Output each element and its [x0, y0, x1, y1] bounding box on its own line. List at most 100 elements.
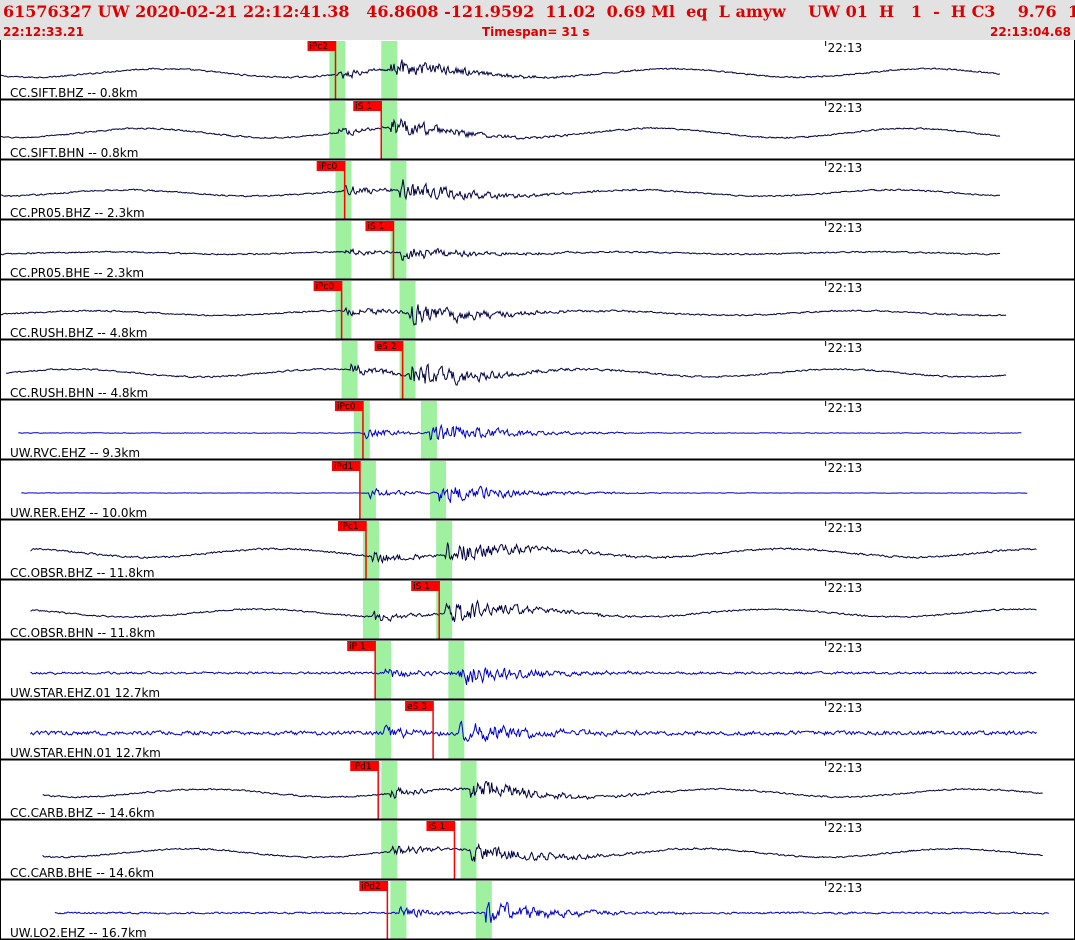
waveform [54, 901, 1050, 923]
trace-panel: iPc0 22:13 UW.RVC.EHZ -- 9.3km [0, 401, 1075, 461]
p-window [362, 581, 379, 640]
waveform [0, 247, 1001, 262]
time-tick-label: 22:13 [828, 281, 863, 295]
time-tick-label: 22:13 [828, 221, 863, 235]
seismogram-chart: iPc2 22:13 CC.SIFT.BHZ -- 0.8km iS 1 22:13 CC… [0, 40, 1075, 940]
waveform [0, 59, 1001, 80]
pick-flag [411, 581, 440, 591]
waveform [0, 179, 1000, 201]
p-window [353, 401, 370, 460]
waveform [30, 599, 1037, 623]
time-tick-label: 22:13 [828, 461, 863, 475]
pick-flag [350, 761, 379, 771]
pick-label: iPc1 [340, 522, 359, 532]
station-label: CC.PR05.BHE -- 2.3km [10, 266, 144, 280]
event-header: 61576327 UW 2020-02-21 22:12:41.38 46.86… [0, 0, 1075, 40]
pick-label: iS 1 [367, 222, 384, 232]
s-window [381, 41, 398, 100]
pick-label: iPc0 [337, 402, 356, 412]
start-time: 22:12:33.21 [3, 25, 84, 39]
p-window [359, 461, 376, 520]
s-window [475, 881, 492, 940]
pick-flag [338, 521, 366, 531]
pick-label: iS 1 [428, 822, 445, 832]
waveform [18, 423, 1022, 441]
pick-label: iPd1 [334, 462, 353, 472]
s-window [399, 341, 416, 400]
station-label: UW.STAR.EHN.01 12.7km [10, 746, 161, 760]
station-label: CC.OBSR.BHN -- 11.8km [10, 626, 155, 640]
p-window [341, 341, 358, 400]
trace-panel: eS 2 22:13 CC.RUSH.BHN -- 4.8km [0, 341, 1075, 401]
pick-flag [365, 221, 394, 231]
pick-label: iPd1 [352, 762, 371, 772]
pick-label: iPc2 [310, 42, 329, 52]
time-tick-label: 22:13 [828, 401, 863, 415]
trace-panel: iPd2 22:13 UW.LO2.EHZ -- 16.7km [0, 881, 1075, 940]
station-label: CC.SIFT.BHZ -- 0.8km [10, 86, 138, 100]
waveform [42, 842, 1043, 862]
waveform [30, 667, 1037, 685]
trace-panel: iPd1 22:13 CC.CARB.BHZ -- 14.6km [0, 761, 1075, 821]
station-label: CC.SIFT.BHN -- 0.8km [10, 146, 138, 160]
time-tick-label: 22:13 [828, 101, 863, 115]
s-window [436, 521, 453, 580]
station-label: CC.RUSH.BHN -- 4.8km [10, 386, 148, 400]
waveform [6, 362, 1007, 386]
pick-flag [307, 41, 336, 51]
event-title: 61576327 UW 2020-02-21 22:12:41.38 46.86… [3, 2, 1075, 21]
trace-panel: iPc0 22:13 CC.RUSH.BHZ -- 4.8km [0, 281, 1075, 341]
time-tick-label: 22:13 [828, 521, 863, 535]
pick-flag [316, 161, 345, 171]
pick-flag [313, 281, 342, 291]
seismogram-panel: iPc2 22:13 CC.SIFT.BHZ -- 0.8km iS 1 22:13 CC… [0, 40, 1075, 940]
trace-panel: iS 1 22:13 CC.OBSR.BHN -- 11.8km [0, 581, 1075, 641]
pick-flag [331, 461, 360, 471]
timespan: Timespan= 31 s [482, 25, 590, 39]
time-tick-label: 22:13 [828, 701, 863, 715]
p-window [329, 101, 346, 160]
station-label: UW.STAR.EHZ.01 12.7km [10, 686, 160, 700]
s-window [448, 701, 465, 760]
pick-label: iPc0 [319, 162, 338, 172]
pick-label: iPd2 [361, 882, 380, 892]
s-window [460, 761, 477, 820]
trace-panel: iPd1 22:13 UW.RER.EHZ -- 10.0km [0, 461, 1075, 521]
time-tick-label: 22:13 [828, 821, 863, 835]
pick-label: iP 1 [349, 642, 366, 652]
time-tick-label: 22:13 [828, 161, 863, 175]
pick-flag [347, 641, 376, 651]
waveform [30, 720, 1037, 743]
trace-panel: iS 1 22:13 CC.CARB.BHE -- 14.6km [0, 821, 1075, 881]
p-window [390, 881, 407, 940]
pick-label: eS 3 [407, 702, 427, 712]
station-label: UW.LO2.EHZ -- 16.7km [10, 926, 147, 940]
pick-flag [353, 101, 382, 111]
station-label: CC.CARB.BHZ -- 14.6km [10, 806, 155, 820]
time-tick-label: 22:13 [828, 581, 863, 595]
pick-flag [374, 341, 403, 351]
s-window [390, 221, 407, 280]
pick-flag [359, 881, 388, 891]
pick-flag [334, 401, 363, 411]
p-window [335, 221, 352, 280]
pick-flag [426, 821, 455, 831]
station-label: CC.PR05.BHZ -- 2.3km [10, 206, 145, 220]
waveform [0, 304, 1007, 326]
time-tick-label: 22:13 [828, 641, 863, 655]
p-window [335, 281, 352, 340]
time-tick-label: 22:13 [828, 41, 863, 55]
p-window [381, 761, 398, 820]
s-window [399, 281, 416, 340]
pick-label: iS 1 [355, 102, 372, 112]
pick-label: iS 1 [413, 582, 430, 592]
pick-flag [405, 701, 434, 711]
trace-panel: iPc0 22:13 CC.PR05.BHZ -- 2.3km [0, 161, 1075, 221]
end-time: 22:13:04.68 [990, 25, 1071, 39]
pick-label: eS 2 [377, 342, 397, 352]
station-label: UW.RVC.EHZ -- 9.3km [10, 446, 140, 460]
trace-panel: iPc2 22:13 CC.SIFT.BHZ -- 0.8km [0, 41, 1075, 101]
s-window [448, 641, 465, 700]
p-window [329, 41, 346, 100]
trace-panel: eS 3 22:13 UW.STAR.EHN.01 12.7km [0, 701, 1075, 761]
